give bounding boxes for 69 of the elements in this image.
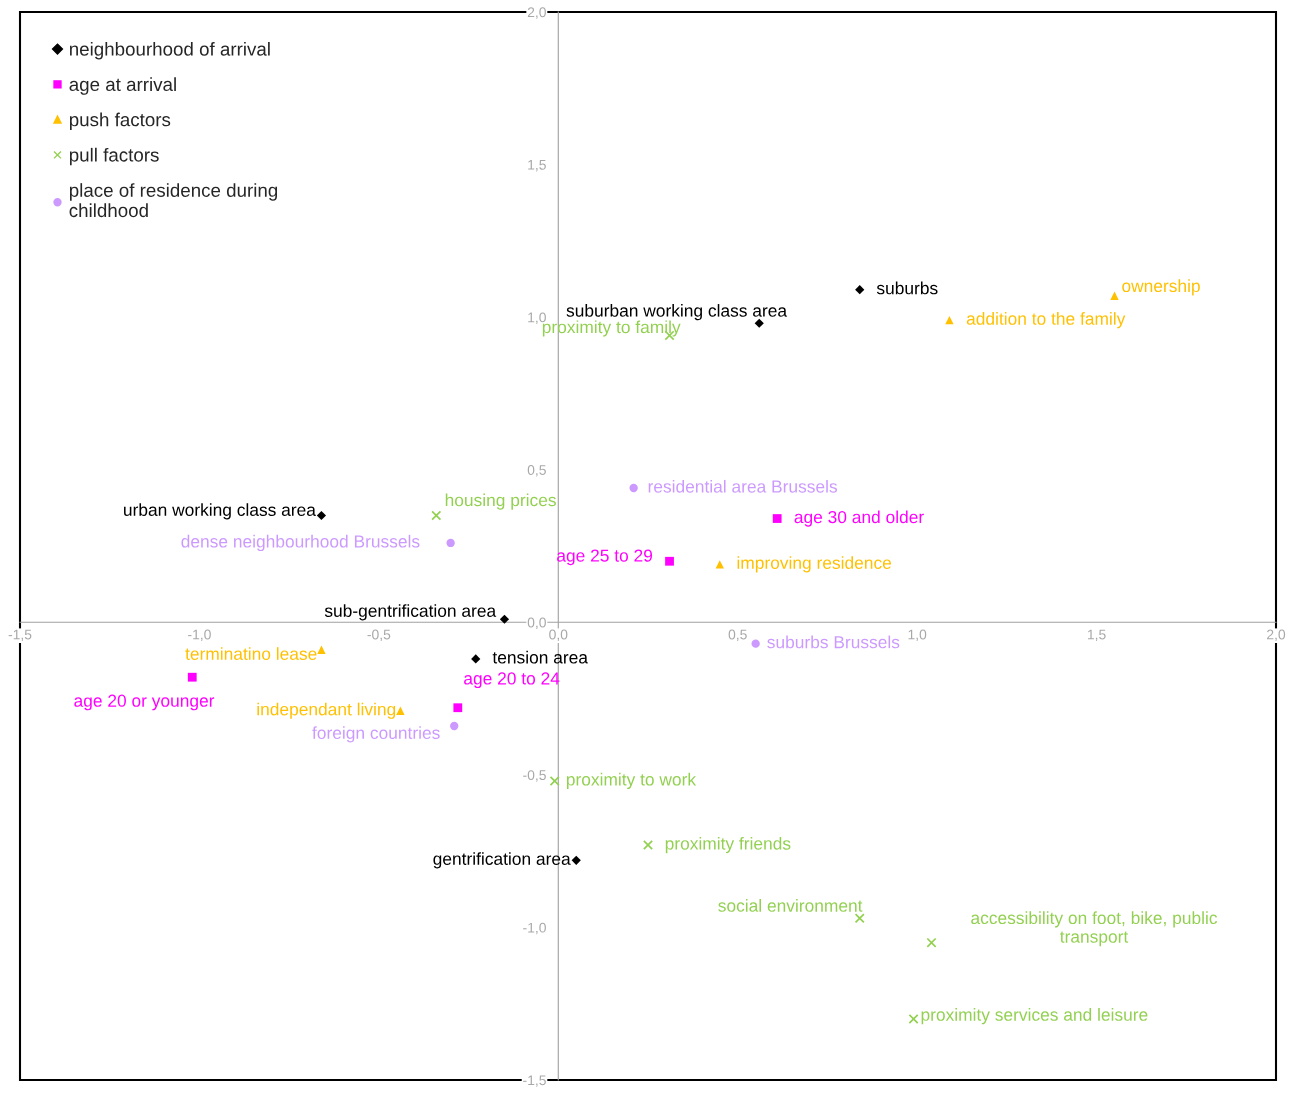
point	[549, 775, 560, 786]
annotation: age 20 or younger	[74, 694, 215, 711]
legend-label: neighbourhood of arrival	[70, 42, 270, 60]
point	[945, 316, 954, 325]
point	[450, 721, 459, 731]
x-tick-label: 2,0	[1267, 629, 1286, 642]
legend-label: age at arrival	[69, 77, 176, 95]
legend-label: push factors	[69, 112, 171, 131]
point	[471, 654, 481, 664]
legend-label: place of residence during childhood	[69, 183, 278, 218]
x-tick-label: -1,0	[188, 629, 211, 642]
point	[431, 510, 442, 521]
annotation: tension area	[492, 650, 588, 664]
annotation: age 20 to 24	[464, 672, 560, 689]
annotation: ownership	[1122, 279, 1200, 296]
point	[665, 556, 674, 566]
y-tick-label: -1,5	[523, 1075, 546, 1087]
annotation: gentrification area	[433, 852, 571, 869]
annotation: residential area Brussels	[648, 479, 838, 493]
point	[908, 1013, 919, 1024]
y-tick-label: 0,0	[527, 617, 546, 630]
annotation: proximity to work	[566, 772, 697, 790]
point	[926, 937, 937, 948]
x-tick-label: -1,5	[8, 629, 32, 642]
point	[1110, 291, 1119, 300]
x-tick-label: 1,0	[908, 629, 927, 642]
annotation: housing prices	[445, 493, 556, 510]
annotation: terminatino lease	[185, 647, 317, 660]
point	[571, 855, 581, 865]
annotation: improving residence	[737, 556, 892, 573]
point	[446, 538, 455, 548]
y-tick-label: 0,5	[527, 465, 546, 477]
y-tick-label: -0,5	[523, 770, 546, 782]
annotation: proximity services and leisure	[921, 1008, 1148, 1025]
annotation: foreign countries	[312, 726, 440, 743]
point	[751, 639, 760, 648]
annotation: age 30 and older	[794, 510, 924, 527]
annotation: proximity friends	[665, 836, 791, 854]
x-tick-label: 1,5	[1087, 629, 1106, 642]
point	[317, 645, 326, 654]
point	[854, 913, 865, 924]
annotation: accessibility on foot, bike, public transport	[971, 911, 1218, 947]
point	[772, 514, 782, 523]
point	[316, 510, 327, 521]
x-tick-label: 0,0	[549, 629, 568, 642]
annotation: dense neighbourhood Brussels	[181, 534, 420, 552]
legend-label: pull factors	[69, 147, 159, 166]
point	[187, 672, 197, 682]
point	[499, 614, 510, 624]
y-tick-label: 1,5	[528, 160, 546, 172]
point	[396, 706, 405, 715]
point	[642, 840, 654, 851]
annotation: urban working class area	[124, 503, 316, 520]
point	[629, 483, 638, 493]
annotation: age 25 to 29	[557, 549, 653, 566]
annotation: suburbs Brussels	[767, 635, 900, 649]
annotation: suburban working class area	[566, 304, 788, 321]
point	[754, 318, 764, 328]
y-tick-label: 2,0	[527, 7, 546, 19]
annotation: sub-gentrification area	[324, 604, 497, 621]
point	[453, 703, 463, 713]
point	[855, 285, 865, 295]
x-tick-label: 0,5	[728, 629, 747, 642]
annotation: suburbs	[876, 281, 938, 295]
annotation: social environment	[718, 899, 863, 912]
x-tick-label: -0,5	[367, 629, 391, 642]
y-tick-label: -1,0	[523, 922, 546, 935]
annotation: independant living	[257, 702, 396, 719]
annotation: addition to the family	[966, 312, 1126, 329]
